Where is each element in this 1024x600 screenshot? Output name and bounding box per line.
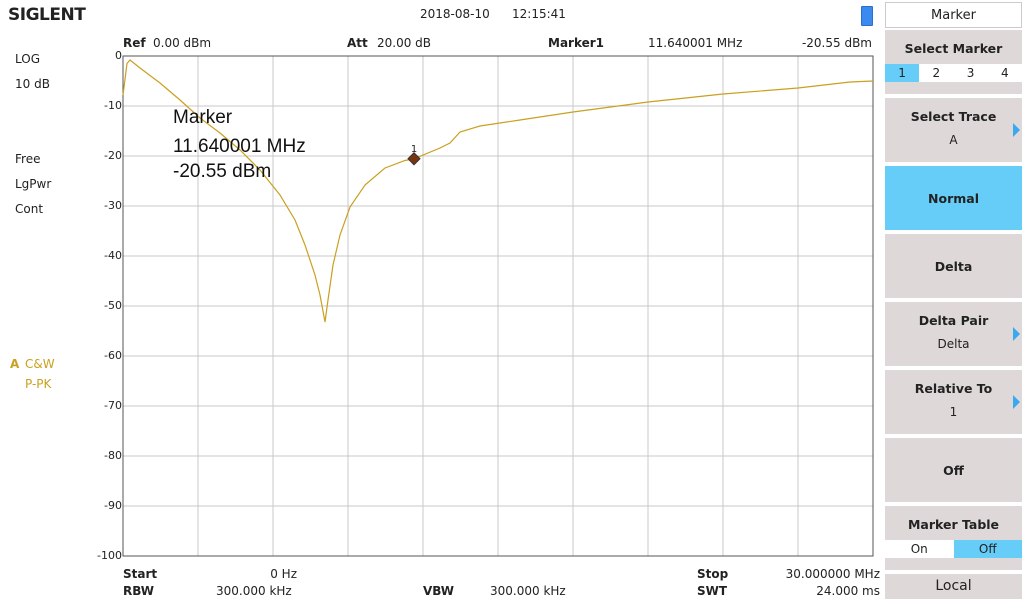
att-value: 20.00 dB	[377, 36, 432, 50]
menu-label: Select Marker	[904, 41, 1003, 56]
vbw-value: 300.000 kHz	[490, 584, 566, 598]
annotation-title: Marker	[173, 107, 233, 128]
detector: LgPwr	[15, 177, 52, 191]
y-tick-label: -60	[104, 349, 122, 362]
option-tab[interactable]: Off	[953, 540, 1022, 558]
chart: 0 -10 -20 -30 -40 -50 -60 -70 -80 -90 -100 1	[97, 49, 874, 562]
rbw-label: RBW	[123, 584, 154, 598]
menu-value: A	[949, 133, 958, 147]
vbw-label: VBW	[423, 584, 455, 598]
trace-detector: P-PK	[25, 377, 52, 391]
start-value: 0 Hz	[270, 567, 297, 581]
usb-icon	[861, 6, 873, 26]
marker-freq: 11.640001 MHz	[648, 36, 743, 50]
stop-value: 30.000000 MHz	[785, 567, 880, 581]
trigger: Free	[15, 152, 41, 166]
menu-label: Select Trace	[910, 109, 997, 124]
y-tick-label: -100	[97, 549, 122, 562]
att-label: Att	[347, 36, 368, 50]
y-tick-label: -70	[104, 399, 122, 412]
trace-mode: C&W	[25, 357, 55, 371]
option-tab[interactable]: 3	[966, 66, 975, 80]
menu-value: 1	[949, 405, 958, 419]
marker-label: 1	[411, 144, 417, 155]
time: 12:15:41	[512, 7, 566, 21]
date: 2018-08-10	[420, 7, 490, 21]
annotation-freq: 11.640001 MHz	[173, 136, 306, 157]
menu-button[interactable]: Marker Table On Off	[885, 506, 1022, 570]
menu-label: Marker Table	[907, 517, 1000, 532]
annotation-level: -20.55 dBm	[173, 161, 272, 182]
menu-label: Delta	[934, 259, 973, 274]
plot-frame	[122, 55, 874, 557]
menu-label: Delta Pair	[918, 313, 989, 328]
y-tick-label: -10	[104, 99, 122, 112]
option-tab[interactable]: 1	[885, 64, 920, 82]
trace	[122, 59, 874, 323]
logo: SIGLENT	[8, 5, 86, 25]
menu-value: Delta	[937, 337, 970, 351]
y-tick-label: -20	[104, 149, 122, 162]
y-tick-label: -80	[104, 449, 122, 462]
marker-point	[407, 152, 421, 166]
scale-div: 10 dB	[15, 77, 50, 91]
menu-arrow	[1013, 327, 1020, 341]
menu-label: Normal	[928, 191, 979, 206]
menu-button[interactable]: Relative To 1	[885, 370, 1022, 434]
scale: LOG	[15, 52, 41, 66]
menu-arrow	[1013, 123, 1020, 137]
y-tick-label: 0	[115, 49, 122, 62]
menu-label: Relative To	[914, 381, 993, 396]
menu-button[interactable]: Select Marker 1 2 3 4	[885, 30, 1022, 94]
trace-name: A	[10, 357, 20, 371]
option-tabs: On Off	[885, 540, 1022, 558]
local-button[interactable]: Local	[885, 574, 1022, 599]
swt-value: 24.000 ms	[816, 584, 880, 598]
menu-arrow	[1013, 395, 1020, 409]
menu-title: Marker	[885, 2, 1022, 28]
rbw-value: 300.000 kHz	[216, 584, 292, 598]
menu-button[interactable]: Delta Pair Delta	[885, 302, 1022, 366]
menu-label: Off	[943, 463, 964, 478]
swt-label: SWT	[697, 584, 728, 598]
option-tab[interactable]: 4	[1001, 66, 1009, 80]
marker-label: Marker1	[548, 36, 605, 50]
menu-button[interactable]: Select Trace A	[885, 98, 1022, 162]
menu-button[interactable]: Off	[885, 438, 1022, 502]
option-tab[interactable]: 2	[932, 66, 941, 80]
menu-button[interactable]: Delta	[885, 234, 1022, 298]
y-tick-label: -40	[104, 249, 122, 262]
option-tab[interactable]: On	[910, 542, 928, 556]
menu-button[interactable]: Normal	[885, 166, 1022, 230]
marker-level: -20.55 dBm	[801, 36, 872, 50]
y-tick-label: -30	[104, 199, 122, 212]
softkey-menu: Marker Local Select Marker 1 2 3 4 Select Tra…	[885, 0, 1024, 600]
sweep: Cont	[15, 202, 44, 216]
start-label: Start	[123, 567, 158, 581]
y-tick-label: -90	[104, 499, 122, 512]
y-tick-label: -50	[104, 299, 122, 312]
ref-label: Ref	[123, 36, 146, 50]
ref-value: 0.00 dBm	[153, 36, 212, 50]
stop-label: Stop	[697, 567, 729, 581]
